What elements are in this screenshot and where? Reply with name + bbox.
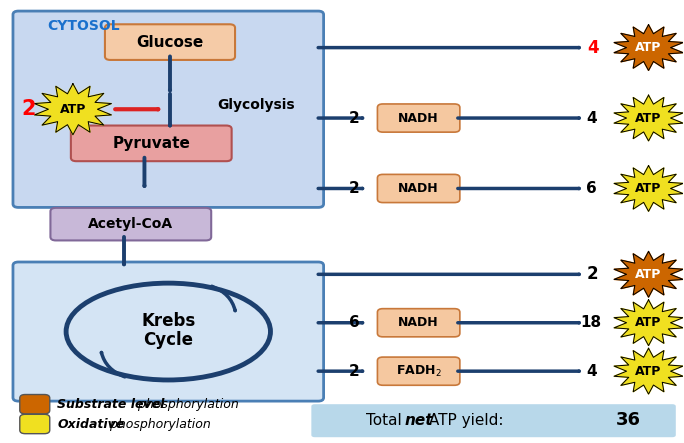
Text: 6: 6 xyxy=(349,315,360,330)
FancyBboxPatch shape xyxy=(20,414,50,434)
Text: 2: 2 xyxy=(349,181,360,196)
Polygon shape xyxy=(614,166,683,211)
Text: NADH: NADH xyxy=(398,112,439,124)
Text: 36: 36 xyxy=(616,412,641,429)
FancyBboxPatch shape xyxy=(378,357,460,385)
Text: ATP: ATP xyxy=(635,41,661,54)
FancyBboxPatch shape xyxy=(20,395,50,414)
FancyBboxPatch shape xyxy=(71,125,232,161)
Text: 2: 2 xyxy=(349,111,360,125)
FancyBboxPatch shape xyxy=(378,104,460,132)
Text: Pyruvate: Pyruvate xyxy=(112,136,190,151)
Text: Glycolysis: Glycolysis xyxy=(218,98,295,112)
FancyBboxPatch shape xyxy=(51,208,211,241)
Text: Cycle: Cycle xyxy=(143,331,194,350)
Polygon shape xyxy=(614,95,683,141)
Polygon shape xyxy=(614,348,683,394)
Polygon shape xyxy=(34,84,111,135)
FancyBboxPatch shape xyxy=(378,309,460,337)
Polygon shape xyxy=(614,25,683,70)
Text: ATP: ATP xyxy=(635,268,661,281)
Text: 2: 2 xyxy=(21,99,36,119)
Text: 18: 18 xyxy=(581,315,602,330)
Text: ATP: ATP xyxy=(635,182,661,195)
Text: Krebs: Krebs xyxy=(141,311,196,330)
Text: phosphorylation: phosphorylation xyxy=(106,417,211,431)
FancyBboxPatch shape xyxy=(105,24,235,60)
FancyBboxPatch shape xyxy=(13,11,324,207)
Text: Glucose: Glucose xyxy=(136,35,204,50)
Text: NADH: NADH xyxy=(398,182,439,195)
Text: Acetyl-CoA: Acetyl-CoA xyxy=(88,217,173,231)
Text: ATP yield:: ATP yield: xyxy=(424,413,503,428)
Text: Total: Total xyxy=(366,413,406,428)
Text: 4: 4 xyxy=(587,39,598,57)
FancyBboxPatch shape xyxy=(13,262,324,401)
Text: 2: 2 xyxy=(587,265,598,284)
Text: Substrate level: Substrate level xyxy=(57,398,165,411)
Text: ATP: ATP xyxy=(635,112,661,124)
Polygon shape xyxy=(614,300,683,346)
Polygon shape xyxy=(614,252,683,297)
Text: Oxidative: Oxidative xyxy=(57,417,124,431)
FancyBboxPatch shape xyxy=(311,404,676,437)
Text: FADH$_2$: FADH$_2$ xyxy=(396,364,442,379)
Text: phosphorylation: phosphorylation xyxy=(134,398,239,411)
FancyBboxPatch shape xyxy=(378,175,460,202)
Text: 4: 4 xyxy=(586,111,596,125)
Text: 4: 4 xyxy=(586,364,596,379)
Text: 2: 2 xyxy=(349,364,360,379)
Text: net: net xyxy=(405,413,433,428)
Text: ATP: ATP xyxy=(635,316,661,329)
Text: ATP: ATP xyxy=(635,365,661,378)
Text: CYTOSOL: CYTOSOL xyxy=(48,19,120,33)
Text: ATP: ATP xyxy=(60,103,86,116)
Text: 6: 6 xyxy=(586,181,596,196)
Text: NADH: NADH xyxy=(398,316,439,329)
